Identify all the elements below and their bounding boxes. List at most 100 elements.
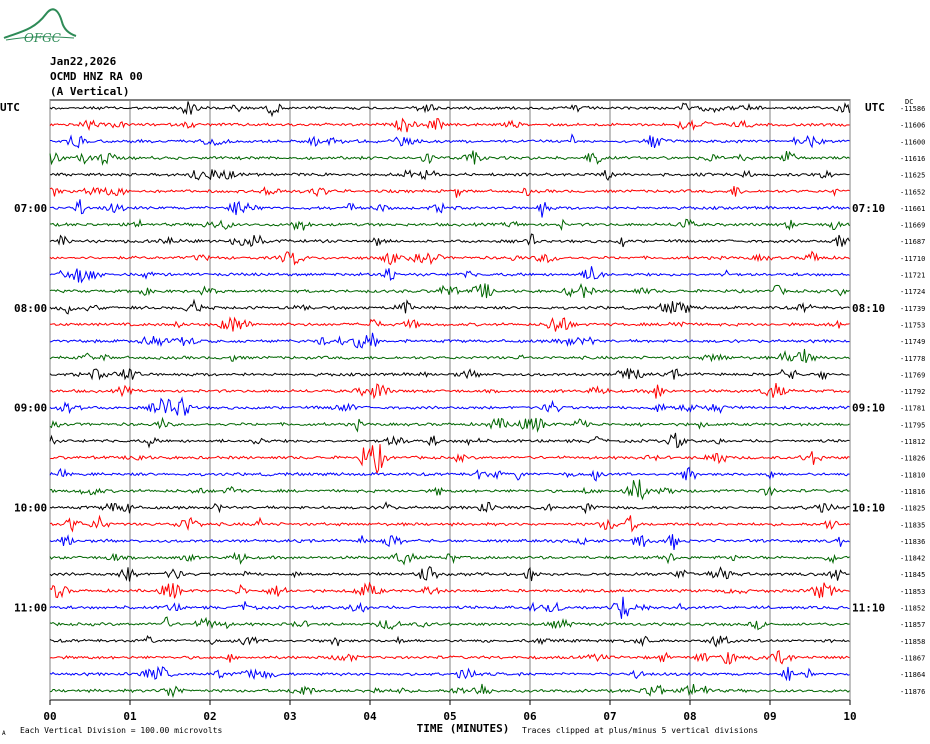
dc-offset-label: -11858 (900, 638, 925, 646)
seismic-trace (49, 551, 850, 566)
time-label-right: 07:10 (852, 202, 885, 215)
logo-underline-icon (5, 36, 75, 41)
seismic-trace (49, 150, 850, 166)
seismic-trace (49, 416, 850, 433)
seismic-trace (49, 101, 850, 118)
dc-offset-label: -11661 (900, 205, 925, 213)
ofgc-logo: OFGC (3, 8, 77, 45)
seismic-trace (49, 169, 850, 181)
label-group: 00 01 02 03 04 05 06 07 08 09 10 -11586 -11606 -11600… (0, 98, 925, 737)
dc-offset-label: -11687 (900, 238, 925, 246)
seismic-trace (49, 348, 850, 364)
dc-offset-label: -11842 (900, 555, 925, 563)
dc-offset-label: -11835 (900, 521, 925, 529)
logo-text: OFGC (24, 31, 61, 45)
seismic-trace (49, 396, 850, 416)
dc-offset-label: -11867 (900, 654, 925, 662)
time-label-left: 11:00 (14, 602, 47, 615)
dc-offset-label: -11724 (900, 288, 925, 296)
seismic-trace (49, 283, 850, 299)
seismic-trace (49, 332, 850, 349)
x-tick-label: 03 (283, 710, 296, 723)
dc-offset-label: -11769 (900, 371, 925, 379)
x-tick-label: 02 (203, 710, 216, 723)
seismic-trace (49, 432, 850, 449)
x-axis-title: TIME (MINUTES) (417, 722, 510, 735)
seismic-trace (49, 479, 850, 501)
seismic-trace (49, 316, 850, 332)
time-label-left: 10:00 (14, 502, 47, 515)
x-tick-label: 04 (363, 710, 377, 723)
seismic-trace (49, 444, 850, 475)
dc-offset-label: -11826 (900, 455, 925, 463)
seismic-trace (49, 199, 850, 218)
seismic-trace (49, 367, 850, 381)
dc-offset-label: -11853 (900, 588, 925, 596)
footer-scale-note: Each Vertical Division = 100.00 microvol… (20, 726, 222, 735)
header-station: OCMD HNZ RA 00 (50, 70, 143, 83)
dc-offset-label: -11586 (900, 105, 925, 113)
seismic-trace (49, 566, 850, 582)
seismic-trace (49, 665, 850, 682)
time-label-right: 11:10 (852, 602, 885, 615)
seismic-trace (49, 466, 850, 482)
x-tick-label: 01 (123, 710, 137, 723)
dc-offset-label: -11625 (900, 172, 925, 180)
dc-offset-label: -11600 (900, 138, 925, 146)
seismic-trace (50, 133, 850, 149)
dc-offset-label: -11876 (900, 688, 925, 696)
time-label-right: 09:10 (852, 402, 885, 415)
time-label-left: 07:00 (14, 202, 47, 215)
seismic-trace (50, 218, 850, 231)
seismic-trace (49, 683, 850, 699)
dc-offset-label: -11864 (900, 671, 925, 679)
dc-offset-label: -11812 (900, 438, 925, 446)
x-tick-label: 06 (523, 710, 537, 723)
time-label-left: 09:00 (14, 402, 47, 415)
seismic-trace (49, 581, 850, 599)
trace-group (49, 101, 850, 699)
dc-offset-label: -11606 (900, 122, 925, 130)
dc-offset-label: -11792 (900, 388, 925, 396)
seismic-trace (49, 501, 850, 515)
utc-label-right: UTC (865, 101, 885, 114)
time-label-left: 08:00 (14, 302, 47, 315)
x-tick-label: 00 (43, 710, 56, 723)
seismic-trace (49, 266, 850, 284)
time-label-right: 10:10 (852, 502, 885, 515)
time-label-right: 08:10 (852, 302, 885, 315)
dc-offset-label: -11852 (900, 605, 925, 613)
dc-offset-label: -11710 (900, 255, 925, 263)
dc-offset-label: -11781 (900, 405, 925, 413)
seismic-trace (49, 298, 850, 315)
dc-offset-label: -11753 (900, 321, 925, 329)
seismic-trace (49, 616, 850, 631)
seismic-trace (49, 635, 850, 648)
dc-header: DC (905, 98, 913, 106)
dc-offset-label: -11816 (900, 488, 925, 496)
header-component: (A Vertical) (50, 85, 130, 98)
utc-label-left: UTC (0, 101, 20, 114)
seismic-trace (49, 514, 850, 533)
dc-offset-label: -11857 (900, 621, 925, 629)
dc-offset-label: -11845 (900, 571, 925, 579)
dc-offset-label: -11616 (900, 155, 925, 163)
dc-offset-label: -11810 (900, 471, 925, 479)
seismic-trace (49, 186, 850, 198)
x-tick-label: 08 (683, 710, 696, 723)
seismic-trace (49, 117, 850, 133)
seismic-trace (49, 596, 850, 619)
seismic-trace (49, 534, 850, 550)
seismic-trace (49, 383, 850, 400)
dc-offset-label: -11825 (900, 505, 925, 513)
x-tick-label: 05 (443, 710, 456, 723)
x-tick-label: 07 (603, 710, 616, 723)
seismic-trace (49, 250, 850, 266)
logo-swoosh-icon (3, 8, 77, 39)
dc-offset-label: -11721 (900, 272, 925, 280)
header-date: Jan22,2026 (50, 55, 117, 68)
dc-offset-label: -11739 (900, 305, 925, 313)
dc-offset-label: -11795 (900, 421, 925, 429)
dc-offset-label: -11836 (900, 538, 925, 546)
